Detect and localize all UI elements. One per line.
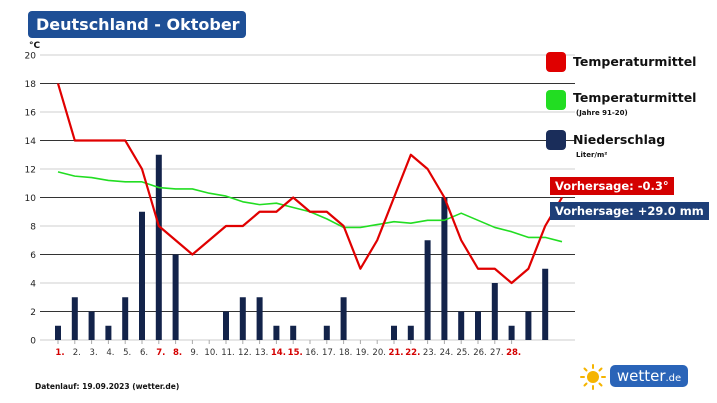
legend-label-precip: Niederschlag	[573, 132, 666, 147]
legend-sub-temp-normal: (Jahre 91-20)	[576, 109, 628, 117]
precip-bar	[239, 297, 246, 340]
legend-swatch-precip	[546, 130, 566, 150]
forecast-temp-badge: Vorhersage: -0.3°	[550, 177, 674, 195]
x-tick-label: 28.	[506, 348, 521, 358]
temp-line	[56, 83, 563, 285]
legend-swatch-temp-normal	[546, 90, 566, 110]
y-tick-label: 0	[30, 337, 36, 347]
precip-bar	[508, 325, 515, 340]
precip-bar	[155, 154, 162, 340]
legend-swatch-temp	[546, 52, 566, 72]
y-tick-labels: 0 2 4 6 8 10 12 14 16 18 20	[25, 52, 37, 347]
precipitation-bars	[55, 154, 549, 340]
normal-temp-line	[57, 171, 563, 243]
precip-bar	[475, 311, 481, 340]
x-tick-label: 21.	[388, 348, 403, 358]
x-tick-label: 13.	[255, 348, 269, 358]
legend-sub-precip: Liter/m²	[576, 151, 608, 159]
x-tick-label: 14.	[271, 348, 286, 358]
x-tick-label: 4.	[106, 348, 114, 358]
x-tick-label: 5.	[123, 348, 131, 358]
x-tick-label: 10.	[204, 348, 218, 358]
x-tick-label: 12.	[238, 348, 252, 358]
grid	[40, 54, 575, 341]
precip-bar	[424, 240, 431, 340]
precip-bar	[55, 325, 61, 340]
temperature-lines	[56, 83, 563, 285]
x-tick-label: 23.	[423, 348, 437, 358]
y-tick-label: 20	[25, 52, 37, 62]
legend-label-temp: Temperaturmittel	[573, 54, 697, 69]
logo-name: wetter	[616, 367, 666, 385]
y-tick-label: 4	[30, 280, 36, 290]
y-tick-label: 2	[30, 308, 36, 318]
x-tick-label: 26.	[473, 348, 487, 358]
precip-bar	[340, 297, 347, 340]
y-tick-label: 10	[25, 194, 37, 204]
x-tick-label: 19.	[356, 348, 370, 358]
x-tick-label: 22.	[405, 348, 420, 358]
footer-data-run: Datenlauf: 19.09.2023 (wetter.de)	[35, 382, 180, 391]
x-tick-label: 11.	[221, 348, 235, 358]
x-tick-label: 25.	[456, 348, 470, 358]
precip-bar	[525, 311, 532, 340]
logo-tld: .de	[665, 373, 682, 384]
y-tick-label: 12	[25, 166, 36, 176]
x-tick-label: 18.	[339, 348, 353, 358]
x-tick-label: 24.	[440, 348, 454, 358]
precip-bar	[407, 325, 414, 340]
precip-bar	[256, 297, 263, 340]
precip-bar	[441, 197, 448, 340]
y-tick-label: 16	[25, 109, 37, 119]
precip-bar	[290, 325, 297, 340]
x-tick-label: 1.	[55, 348, 64, 358]
precip-bar	[391, 325, 397, 340]
precip-bar	[139, 211, 145, 340]
precip-bar	[491, 283, 498, 340]
y-tick-label: 14	[25, 137, 37, 147]
x-tick-label: 3.	[90, 348, 98, 358]
y-tick-label: 6	[30, 251, 36, 261]
chart-title: Deutschland - Oktober	[28, 11, 246, 38]
x-tick-label: 2.	[73, 348, 81, 358]
precip-bar	[223, 311, 229, 340]
x-tick-label: 6.	[140, 348, 148, 358]
x-tick-labels: 1. 2. 3. 4. 5. 6. 7. 8. 9. 10. 11. 12. 13. 14. 15. 16. 1…	[55, 340, 521, 358]
x-tick-label: 8.	[173, 348, 182, 358]
legend-label-temp-normal: Temperaturmittel	[573, 90, 697, 105]
precip-bar	[323, 325, 330, 340]
x-tick-label: 7.	[156, 348, 165, 358]
x-tick-label: 15.	[288, 348, 303, 358]
precip-bar	[273, 325, 280, 340]
x-tick-label: 16.	[305, 348, 319, 358]
precip-bar	[71, 297, 78, 340]
precip-bar	[172, 254, 179, 340]
y-tick-label: 18	[25, 80, 37, 90]
precip-bar	[542, 268, 549, 340]
x-tick-label: 9.	[190, 348, 198, 358]
x-tick-label: 20.	[372, 348, 386, 358]
sun-icon	[580, 364, 606, 390]
wetter-logo: wetter.de	[578, 362, 690, 390]
precip-bar	[458, 311, 465, 340]
x-tick-label: 27.	[490, 348, 504, 358]
precip-bar	[88, 311, 95, 340]
y-unit-label: °C	[29, 41, 41, 51]
precip-bar	[105, 325, 112, 340]
forecast-precip-badge: Vorhersage: +29.0 mm	[550, 202, 709, 220]
x-tick-label: 17.	[322, 348, 336, 358]
precip-bar	[122, 297, 129, 340]
y-tick-label: 8	[30, 223, 36, 233]
